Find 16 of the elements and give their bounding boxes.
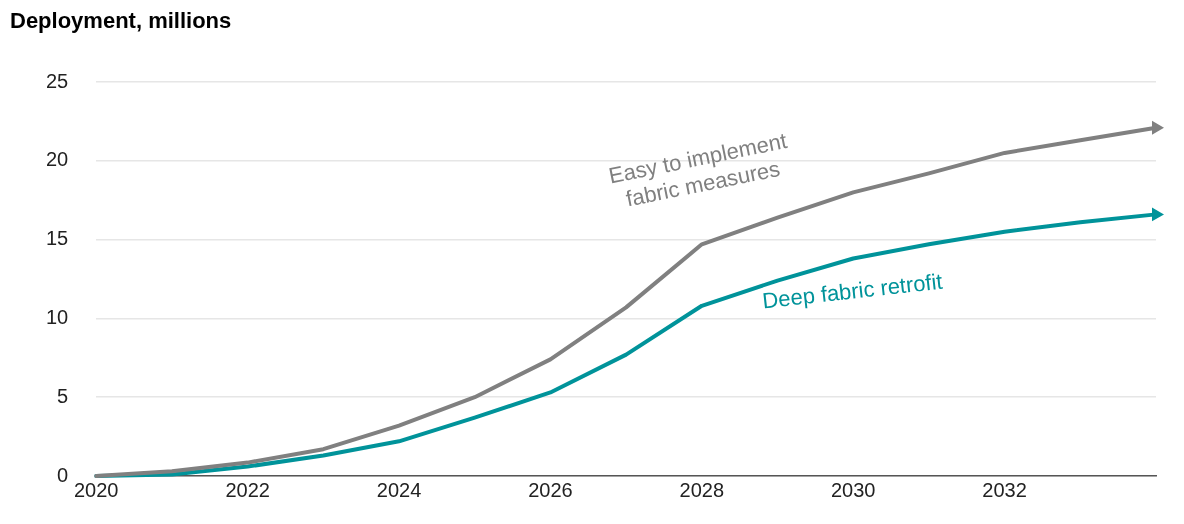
x-tick-label: 2028: [679, 478, 725, 501]
x-tick-label: 2026: [528, 478, 573, 501]
y-tick-label: 20: [46, 148, 69, 171]
y-tick-label: 15: [46, 227, 69, 250]
y-tick-label: 0: [57, 463, 69, 486]
y-axis-title: Deployment, millions: [10, 8, 233, 35]
x-tick-label: 2032: [982, 478, 1027, 501]
x-tick-label: 2030: [830, 478, 876, 501]
y-tick-label: 10: [46, 305, 69, 328]
x-tick-label: 2022: [225, 478, 270, 501]
y-tick-label: 25: [46, 69, 69, 92]
y-tick-label: 5: [57, 384, 69, 407]
text: Deep fabric retrofit: [761, 268, 944, 314]
text: Easy to implement fabric measures: [606, 128, 789, 212]
x-tick-label: 2024: [376, 478, 422, 501]
x-tick-label: 2020: [74, 478, 119, 501]
